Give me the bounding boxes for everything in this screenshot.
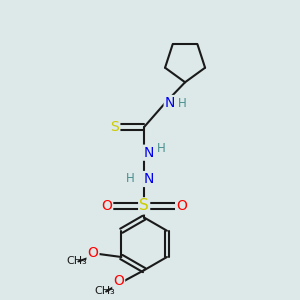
Text: N: N [165,96,175,110]
Text: O: O [101,199,112,213]
Text: CH₃: CH₃ [67,256,87,266]
Text: S: S [139,198,149,213]
Text: N: N [143,172,154,186]
Text: H: H [157,142,166,155]
Text: O: O [176,199,187,213]
Text: CH₃: CH₃ [94,286,115,296]
Text: O: O [113,274,124,288]
Text: H: H [178,97,187,110]
Text: S: S [111,120,119,134]
Text: O: O [88,247,98,260]
Text: N: N [143,146,154,160]
Text: H: H [126,172,134,185]
